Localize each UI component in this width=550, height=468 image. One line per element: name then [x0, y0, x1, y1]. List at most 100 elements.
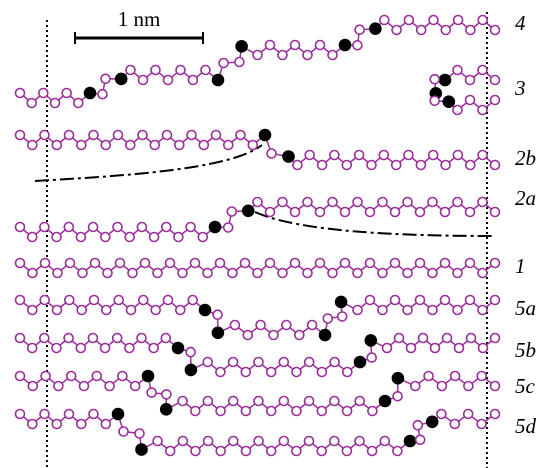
atom — [405, 342, 417, 354]
atom — [234, 56, 245, 68]
atom — [129, 380, 141, 392]
atom — [63, 408, 75, 420]
atom — [414, 434, 426, 446]
atom — [352, 304, 363, 316]
atom — [366, 159, 377, 171]
atom — [227, 267, 238, 279]
atom — [75, 342, 87, 354]
atom — [464, 94, 476, 106]
atom — [39, 129, 50, 141]
atom — [389, 257, 401, 269]
atom — [316, 159, 328, 171]
atom — [76, 304, 87, 316]
atom — [277, 196, 288, 208]
atom — [88, 129, 99, 141]
atom — [112, 129, 124, 141]
atom — [303, 395, 315, 407]
atom — [64, 294, 75, 306]
atom — [164, 445, 176, 457]
atom — [265, 405, 277, 417]
atom — [161, 221, 172, 233]
atom — [202, 267, 213, 279]
kink-atom — [111, 407, 125, 421]
atom — [161, 389, 172, 400]
atom — [364, 206, 376, 218]
atom — [228, 435, 239, 447]
atom — [452, 267, 463, 279]
atom — [14, 332, 26, 344]
atom — [91, 370, 103, 382]
atom — [489, 257, 501, 269]
atom — [112, 221, 123, 233]
kink-atom — [83, 86, 97, 100]
atom — [14, 408, 26, 420]
atom — [489, 74, 501, 86]
atom — [240, 405, 252, 417]
atom — [102, 267, 113, 279]
atom — [452, 196, 463, 208]
atom — [392, 445, 403, 457]
atom — [229, 319, 241, 331]
atom — [436, 408, 447, 420]
atom — [99, 342, 111, 354]
atom — [253, 395, 264, 407]
atom — [414, 206, 426, 218]
atom — [173, 231, 184, 243]
atom — [329, 149, 340, 161]
atom — [327, 196, 338, 208]
atom — [477, 342, 489, 354]
atom — [26, 342, 38, 354]
atom — [339, 206, 351, 218]
kink-atom — [442, 95, 456, 108]
atom — [40, 370, 51, 382]
atom — [187, 294, 198, 306]
atom — [489, 206, 501, 218]
atom — [329, 356, 340, 368]
scale-bar-label: 1 nm — [118, 7, 161, 31]
atom — [51, 304, 63, 316]
atom — [391, 24, 402, 36]
atom — [247, 139, 259, 151]
atom — [414, 294, 426, 306]
atom — [242, 329, 254, 341]
atom — [452, 14, 464, 26]
atom — [316, 366, 328, 378]
atom — [177, 435, 189, 447]
atom — [402, 267, 413, 279]
atom — [51, 231, 62, 243]
atom — [415, 24, 427, 36]
atom — [477, 104, 488, 116]
atom — [278, 395, 290, 407]
atom — [215, 445, 226, 457]
chains — [14, 14, 501, 457]
atom — [100, 139, 112, 151]
atom — [452, 304, 463, 316]
atom — [138, 294, 149, 306]
atom — [114, 257, 126, 269]
atom — [452, 104, 463, 116]
atom — [77, 267, 88, 279]
atom — [389, 294, 401, 306]
kink-atom — [338, 38, 352, 52]
atom — [226, 206, 238, 217]
atom — [14, 129, 26, 141]
atom — [393, 332, 405, 344]
atom — [329, 395, 340, 407]
atom — [265, 445, 277, 457]
kink-atom — [391, 371, 405, 385]
atom — [51, 418, 63, 430]
atom — [190, 445, 201, 457]
atom — [303, 356, 315, 368]
kink-atom — [171, 341, 185, 355]
kink-atom — [159, 402, 173, 416]
atom — [51, 342, 62, 354]
atom — [27, 380, 39, 392]
atom — [264, 257, 276, 269]
atom — [464, 294, 476, 306]
atom — [352, 196, 363, 208]
atom — [440, 159, 451, 171]
atom — [212, 309, 223, 321]
atom — [409, 380, 421, 392]
atom — [339, 257, 351, 269]
kink-atom — [282, 150, 295, 163]
